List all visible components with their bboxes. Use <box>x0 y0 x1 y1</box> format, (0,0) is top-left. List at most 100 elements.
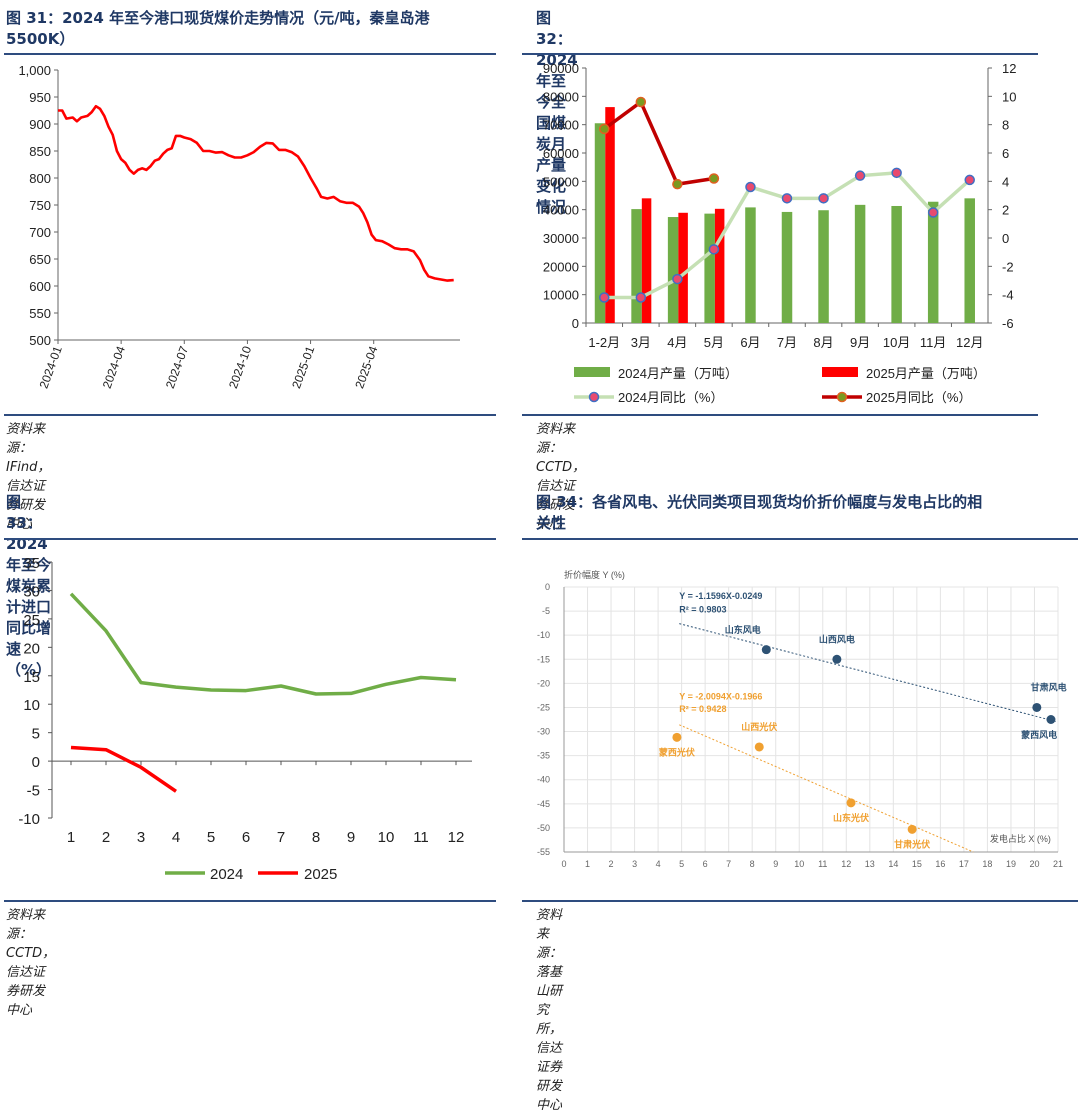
chart32-bar-2024 <box>927 201 939 323</box>
chart33-y-tick-label: 35 <box>23 555 40 572</box>
chart34-y-tick-label: -25 <box>537 702 550 712</box>
chart34-title: 图 34：各省风电、光伏同类项目现货均价折价幅度与发电占比的相 关性 <box>536 492 1076 534</box>
chart31-y-tick-label: 750 <box>29 198 51 213</box>
chart33-y-tick-label: 30 <box>23 583 40 600</box>
chart32-x-tick-label: 8月 <box>813 335 833 350</box>
chart34-x-tick-label: 8 <box>750 859 755 869</box>
chart32-left-tick-label: 0 <box>572 316 579 331</box>
chart32-x-tick-label: 9月 <box>850 335 870 350</box>
chart32-svg: 90000 80000 70000 60000 50000 40000 30000 20000… <box>543 61 1017 405</box>
chart34-y-tick-label: -35 <box>537 751 550 761</box>
chart31-y-tick-label: 900 <box>29 117 51 132</box>
chart34-y-tick-label: -45 <box>537 799 550 809</box>
chart31-y-tick-label: 550 <box>29 306 51 321</box>
chart34-x-tick-label: 17 <box>959 859 969 869</box>
chart32-point-2025-yoy <box>635 96 647 108</box>
chart32-bar-2025 <box>678 212 688 323</box>
chart32-legend-label: 2025月产量（万吨） <box>866 366 986 381</box>
chart33-y-tick-label: -5 <box>27 783 40 800</box>
chart34-trend-wind <box>679 623 1056 722</box>
chart34-y-tick-label: -5 <box>542 606 550 616</box>
chart32-x-tick-label: 12月 <box>956 335 983 350</box>
chart32-point-2025-yoy <box>708 173 720 184</box>
chart32-x-tick-label: 7月 <box>777 335 797 350</box>
chart32-left-tick-label: 90000 <box>543 61 579 76</box>
chart32-legend-label: 2024月同比（%） <box>618 390 723 405</box>
chart34-point-label: 山西光伏 <box>741 721 777 732</box>
chart31-title: 图 31：2024 年至今港口现货煤价走势情况（元/吨，秦皇岛港 5500K） <box>6 8 496 50</box>
chart34-solar-equation: Y = -2.0094X-0.1966 <box>679 691 762 701</box>
chart32-x-tick-label: 4月 <box>667 335 687 350</box>
chart32-right-tick-label: 6 <box>1002 146 1009 161</box>
chart34-point-label: 甘肃光伏 <box>894 839 930 850</box>
chart31-y-tick-label: 600 <box>29 279 51 294</box>
chart33-x-tick-label: 3 <box>137 829 145 846</box>
chart33-y-tick-label: 15 <box>23 669 40 686</box>
chart31-y-tick-label: 850 <box>29 144 51 159</box>
chart32-point-2024-yoy <box>964 174 975 186</box>
chart32-left-tick-label: 40000 <box>543 203 579 218</box>
chart32-legend-label: 2024月产量（万吨） <box>618 366 738 381</box>
chart31-title-line1: 图 31：2024 年至今港口现货煤价走势情况（元/吨，秦皇岛港 <box>6 9 430 27</box>
chart31-svg: 1,0009509008508007507006506005505002024-… <box>18 63 460 390</box>
chart34-x-tick-label: 2 <box>609 859 614 869</box>
chart33-source-rule <box>4 900 496 902</box>
chart34-x-tick-label: 21 <box>1053 859 1063 869</box>
chart34-title-rule <box>522 538 1078 540</box>
chart33-legend-label-2025: 2025 <box>304 866 337 883</box>
chart33-x-tick-label: 7 <box>277 829 285 846</box>
chart32-legend-marker <box>588 391 600 403</box>
chart32-line-2025-yoy <box>603 99 715 187</box>
chart32-bar-2024 <box>745 207 756 323</box>
chart34-point-label: 蒙西光伏 <box>659 747 695 758</box>
chart31-x-tick-label: 2024-07 <box>163 344 191 390</box>
chart33-x-tick-label: 4 <box>172 829 180 846</box>
chart33-x-tick-label: 1 <box>67 829 75 846</box>
chart33-y-tick-label: 20 <box>23 640 40 657</box>
chart31-x-tick-label: 2025-04 <box>352 344 380 390</box>
chart32-bar-2024 <box>781 211 793 323</box>
chart33-title: 图 33：2024 年至今煤炭累计进口同比增速（%） <box>6 493 52 679</box>
chart34-y-tick-label: -40 <box>537 775 550 785</box>
chart32-left-tick-label: 80000 <box>543 89 579 104</box>
chart33-y-tick-label: 25 <box>23 612 40 629</box>
chart33-source: 资料来源：CCTD，信达证券研发中心 <box>6 908 56 1018</box>
chart34-x-tick-label: 7 <box>726 859 731 869</box>
chart32-right-tick-label: 8 <box>1002 118 1009 133</box>
chart34-x-label: 发电占比 X (%) <box>990 833 1051 844</box>
chart33-line-2024 <box>69 592 457 696</box>
chart32-bar-2024 <box>964 198 975 323</box>
chart33-x-tick-label: 6 <box>242 829 250 846</box>
chart32-right-tick-label: 4 <box>1002 174 1009 189</box>
chart34-x-tick-label: 20 <box>1029 859 1039 869</box>
chart32-right-tick-label: 2 <box>1002 203 1009 218</box>
chart34-y-tick-label: -15 <box>537 654 550 664</box>
chart34-solar-r2: R² = 0.9428 <box>679 704 726 714</box>
chart34-x-tick-label: 18 <box>982 859 992 869</box>
chart34-point <box>672 732 682 742</box>
chart34-y-tick-label: -10 <box>537 630 550 640</box>
chart34-y-tick-label: -50 <box>537 823 550 833</box>
chart33-legend-label-2024: 2024 <box>210 866 243 883</box>
chart34-x-tick-label: 9 <box>773 859 778 869</box>
chart32-left-tick-label: 70000 <box>543 118 579 133</box>
chart34-point <box>907 824 917 834</box>
chart34-y-label: 折价幅度 Y (%) <box>564 569 625 580</box>
chart32-right-tick-label: 10 <box>1002 89 1016 104</box>
chart31-title-rule <box>4 53 496 55</box>
chart34-point-label: 山东风电 <box>725 624 761 635</box>
chart34-title-line2: 关性 <box>536 514 567 532</box>
chart34-x-tick-label: 13 <box>865 859 875 869</box>
chart32-point-2024-yoy <box>708 244 720 255</box>
chart32-right-tick-label: -4 <box>1002 288 1014 303</box>
chart33-x-tick-label: 2 <box>102 829 110 846</box>
chart34-point <box>1032 702 1042 712</box>
chart31-source: 资料来源：IFind，信达证券研发中心 <box>6 422 51 532</box>
chart33-x-tick-label: 5 <box>207 829 215 846</box>
chart32-point-2024-yoy <box>927 207 939 218</box>
chart33-y-tick-label: 0 <box>32 754 40 771</box>
chart33-y-tick-label: 10 <box>23 697 40 714</box>
chart31-y-tick-label: 500 <box>29 333 51 348</box>
chart32-left-tick-label: 30000 <box>543 231 579 246</box>
chart34-x-tick-label: 12 <box>841 859 851 869</box>
